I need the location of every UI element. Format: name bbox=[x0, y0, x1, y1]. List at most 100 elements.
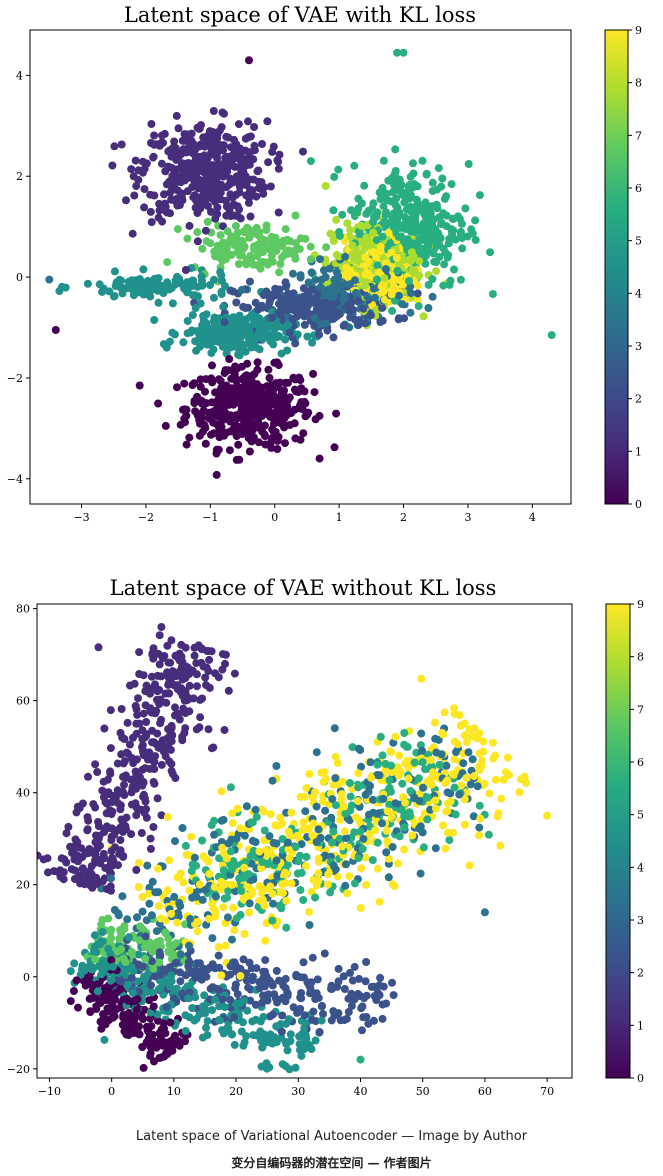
scatter-point bbox=[138, 962, 147, 971]
scatter-point bbox=[473, 734, 482, 743]
scatter-point bbox=[321, 182, 330, 190]
scatter-point bbox=[206, 984, 215, 993]
scatter-point bbox=[207, 194, 216, 203]
scatter-point bbox=[193, 927, 202, 936]
scatter-point bbox=[207, 207, 215, 216]
scatter-point bbox=[237, 285, 246, 294]
scatter-point bbox=[363, 292, 372, 301]
scatter-point bbox=[330, 724, 339, 733]
scatter-point bbox=[142, 718, 151, 726]
scatter-point bbox=[221, 941, 230, 950]
scatter-point bbox=[93, 768, 102, 776]
scatter-point bbox=[269, 331, 278, 340]
scatter-point bbox=[97, 970, 106, 979]
scatter-point bbox=[245, 329, 253, 338]
scatter-point bbox=[165, 337, 174, 346]
scatter-point bbox=[205, 655, 214, 664]
scatter-point bbox=[110, 142, 119, 151]
x-tick-label: −10 bbox=[38, 1085, 61, 1098]
scatter-point bbox=[314, 825, 323, 834]
scatter-point bbox=[148, 957, 156, 966]
scatter-point bbox=[373, 261, 382, 270]
scatter-point bbox=[405, 189, 414, 198]
scatter-point bbox=[218, 276, 226, 285]
scatter-point bbox=[106, 706, 115, 715]
colorbar-tick-label: 7 bbox=[635, 129, 642, 142]
chart-title: Latent space of VAE with KL loss bbox=[124, 3, 476, 27]
scatter-point bbox=[273, 872, 282, 881]
scatter-point bbox=[153, 1010, 162, 1019]
scatter-point bbox=[100, 724, 109, 733]
scatter-point bbox=[154, 298, 163, 307]
scatter-point bbox=[266, 1030, 275, 1039]
scatter-point bbox=[195, 203, 204, 212]
scatter-point bbox=[427, 780, 436, 789]
scatter-point bbox=[146, 1049, 155, 1058]
scatter-point bbox=[193, 411, 202, 420]
scatter-point bbox=[127, 830, 136, 839]
scatter-point bbox=[238, 342, 247, 351]
scatter-point bbox=[135, 859, 143, 868]
scatter-point bbox=[230, 201, 239, 209]
scatter-point bbox=[101, 864, 110, 872]
scatter-point bbox=[315, 330, 324, 339]
scatter-point bbox=[394, 859, 403, 868]
scatter-point bbox=[139, 265, 148, 274]
scatter-point bbox=[289, 1003, 298, 1012]
scatter-point bbox=[238, 400, 247, 409]
scatter-point bbox=[171, 703, 179, 712]
scatter-point bbox=[219, 302, 228, 311]
scatter-point bbox=[140, 164, 149, 173]
scatter-point bbox=[350, 161, 359, 170]
x-tick-label: −1 bbox=[202, 511, 218, 524]
scatter-point bbox=[118, 1020, 127, 1029]
scatter-point bbox=[180, 136, 189, 145]
scatter-point bbox=[115, 935, 124, 943]
scatter-point bbox=[414, 774, 423, 783]
scatter-point bbox=[461, 204, 470, 213]
scatter-point bbox=[173, 918, 182, 927]
colorbar-tick-label: 5 bbox=[635, 235, 642, 248]
scatter-point bbox=[123, 980, 132, 989]
scatter-point bbox=[288, 315, 297, 323]
scatter-point bbox=[209, 345, 218, 354]
y-tick-label: 20 bbox=[16, 879, 30, 892]
scatter-point bbox=[458, 244, 467, 253]
scatter-point bbox=[392, 253, 401, 262]
scatter-point bbox=[369, 248, 378, 257]
scatter-point bbox=[196, 713, 205, 722]
scatter-point bbox=[211, 398, 220, 407]
scatter-point bbox=[242, 802, 251, 811]
scatter-point bbox=[316, 283, 325, 292]
scatter-point bbox=[255, 422, 264, 431]
scatter-point bbox=[105, 287, 114, 296]
scatter-point bbox=[209, 107, 218, 115]
scatter-point bbox=[236, 910, 245, 919]
scatter-point bbox=[441, 844, 450, 853]
scatter-point bbox=[127, 165, 136, 174]
scatter-point bbox=[299, 818, 308, 827]
scatter-point bbox=[426, 219, 435, 228]
scatter-point bbox=[329, 293, 337, 302]
scatter-point bbox=[256, 264, 265, 273]
scatter-point bbox=[281, 335, 290, 344]
scatter-point bbox=[213, 388, 222, 397]
scatter-point bbox=[248, 976, 257, 985]
scatter-point bbox=[435, 760, 444, 769]
scatter-point bbox=[367, 982, 376, 991]
scatter-point bbox=[225, 355, 234, 363]
scatter-point bbox=[162, 280, 170, 289]
scatter-point bbox=[195, 880, 204, 889]
scatter-point bbox=[376, 242, 385, 251]
scatter-point bbox=[184, 166, 192, 175]
scatter-point bbox=[308, 953, 317, 962]
scatter-point bbox=[181, 266, 190, 274]
scatter-point bbox=[236, 181, 244, 190]
scatter-point bbox=[466, 780, 475, 789]
scatter-point bbox=[354, 854, 363, 863]
scatter-point bbox=[362, 209, 371, 218]
scatter-point bbox=[159, 1019, 168, 1028]
scatter-point bbox=[167, 721, 176, 730]
scatter-point bbox=[133, 977, 142, 986]
scatter-point bbox=[103, 963, 112, 971]
